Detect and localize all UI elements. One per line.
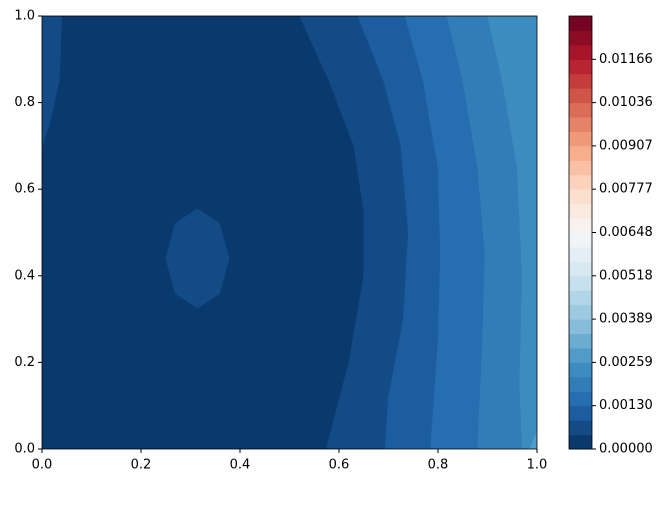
- colorbar-band: [569, 131, 592, 147]
- colorbar-band: [569, 174, 592, 190]
- colorbar-band: [569, 420, 592, 436]
- colorbar-band: [569, 246, 592, 262]
- colorbar-tick-label: 0.00518: [599, 268, 653, 283]
- colorbar-band: [569, 203, 592, 219]
- colorbar-band: [569, 232, 592, 248]
- x-tick-label: 1.0: [527, 458, 548, 473]
- colorbar-band: [569, 160, 592, 176]
- plot-frame: [41, 15, 538, 450]
- y-tick-label: 1.0: [14, 9, 35, 24]
- y-tick-label: 0.4: [14, 268, 35, 283]
- x-tick-label: 0.0: [32, 458, 53, 473]
- colorbar-band: [569, 102, 592, 118]
- y-tick-label: 0.6: [14, 182, 35, 197]
- x-tick-label: 0.4: [230, 458, 251, 473]
- contour-region: [165, 208, 230, 309]
- colorbar-band: [569, 290, 592, 306]
- colorbar-tick-label: 0.01036: [599, 95, 653, 110]
- colorbar-tick-label: 0.00389: [599, 312, 653, 327]
- x-tick-label: 0.2: [131, 458, 152, 473]
- x-tick-label: 0.8: [428, 458, 449, 473]
- colorbar-tick-label: 0.01166: [599, 52, 653, 67]
- colorbar-band: [569, 44, 592, 60]
- colorbar-band: [569, 30, 592, 46]
- colorbar-band: [569, 319, 592, 335]
- colorbar-band: [569, 16, 592, 31]
- colorbar-band: [569, 434, 592, 450]
- colorbar-band: [569, 333, 592, 349]
- colorbar-tick-label: 0.00907: [599, 138, 653, 153]
- colorbar-band: [569, 189, 592, 205]
- colorbar-band: [569, 405, 592, 421]
- colorbar-band: [569, 362, 592, 378]
- colorbar-band: [569, 88, 592, 104]
- colorbar-tick-label: 0.00259: [599, 355, 653, 370]
- colorbar-band: [569, 145, 592, 161]
- colorbar-band: [569, 73, 592, 89]
- contour-region: [42, 16, 63, 146]
- contour-region: [487, 16, 537, 449]
- y-tick-label: 0.0: [14, 442, 35, 457]
- x-tick-label: 0.6: [329, 458, 350, 473]
- colorbar-band: [569, 218, 592, 233]
- contour-region: [529, 431, 537, 449]
- colorbar-band: [569, 275, 592, 291]
- y-tick-label: 0.2: [14, 355, 35, 370]
- y-tick-label: 0.8: [14, 95, 35, 110]
- colorbar-band: [569, 261, 592, 277]
- colorbar-tick-label: 0.00130: [599, 398, 653, 413]
- colorbar-tick-label: 0.00648: [599, 225, 653, 240]
- colorbar-band: [569, 117, 592, 132]
- colorbar-band: [569, 347, 592, 363]
- colorbar-band: [569, 59, 592, 75]
- colorbar-band: [569, 304, 592, 320]
- colorbar-band: [569, 391, 592, 407]
- colorbar-tick-label: 0.00000: [599, 442, 653, 457]
- colorbar-tick-label: 0.00777: [599, 182, 653, 197]
- colorbar-band: [569, 376, 592, 392]
